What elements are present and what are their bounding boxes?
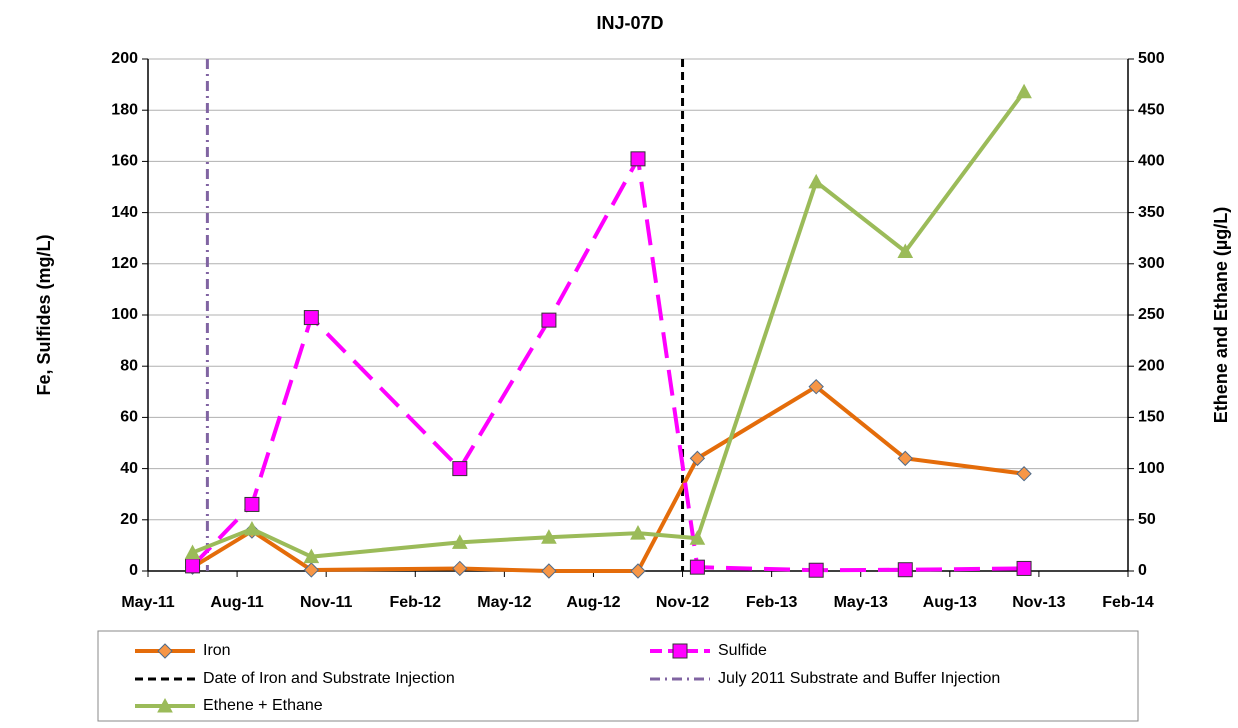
legend-marker (157, 643, 173, 659)
legend-label: July 2011 Substrate and Buffer Injection (718, 670, 1000, 687)
y2-tick-label: 450 (1138, 101, 1165, 118)
y-tick-label: 180 (111, 101, 138, 118)
marker (1016, 560, 1032, 576)
x-tick-label: Aug-13 (923, 594, 977, 611)
y2-tick-label: 500 (1138, 50, 1165, 67)
marker (630, 151, 646, 167)
y2-tick-label: 0 (1138, 562, 1147, 579)
marker (303, 548, 320, 564)
marker (244, 496, 260, 512)
y2-tick-label: 150 (1138, 409, 1165, 426)
legend-label: Date of Iron and Substrate Injection (203, 670, 455, 687)
y2-tick-label: 350 (1138, 204, 1165, 221)
marker (541, 312, 557, 328)
legend-label: Ethene + Ethane (203, 697, 323, 714)
marker (897, 243, 914, 259)
y2-tick-label: 400 (1138, 153, 1165, 170)
x-tick-label: Nov-11 (300, 594, 353, 611)
marker (630, 525, 646, 540)
chart-title: INJ-07D (596, 13, 663, 33)
marker (1016, 466, 1032, 482)
x-tick-label: Aug-11 (210, 594, 263, 611)
marker (689, 530, 706, 545)
y2-tick-label: 50 (1138, 511, 1156, 528)
y-tick-label: 20 (120, 511, 138, 528)
y-tick-label: 140 (111, 204, 138, 221)
legend-label: Iron (203, 642, 231, 659)
marker (184, 544, 201, 560)
marker (452, 461, 468, 477)
y2-axis-label: Ethene and Ethane (µg/L) (1211, 207, 1231, 423)
y2-tick-label: 100 (1138, 460, 1165, 477)
series-line (191, 90, 1026, 559)
marker (808, 378, 824, 395)
y-tick-label: 160 (111, 153, 138, 170)
marker (630, 563, 646, 579)
marker (808, 562, 824, 578)
x-tick-label: May-12 (477, 594, 531, 611)
marker (303, 562, 320, 578)
series-line (191, 384, 1025, 573)
y-tick-label: 100 (111, 306, 138, 323)
y-tick-label: 0 (129, 562, 138, 579)
marker (244, 520, 260, 536)
y2-tick-label: 250 (1138, 306, 1165, 323)
marker (808, 173, 825, 189)
marker (897, 562, 913, 578)
marker (452, 560, 468, 577)
marker (451, 534, 468, 549)
y2-tick-label: 300 (1138, 255, 1165, 272)
y-tick-label: 60 (120, 409, 138, 426)
legend-marker (672, 643, 688, 659)
marker (541, 563, 557, 579)
x-tick-label: May-13 (834, 594, 888, 611)
x-tick-label: Feb-12 (389, 594, 441, 611)
x-tick-label: May-11 (121, 594, 174, 611)
x-tick-label: Feb-14 (1102, 594, 1154, 611)
y-tick-label: 120 (111, 255, 138, 272)
marker (185, 558, 201, 574)
x-tick-label: Nov-13 (1012, 594, 1065, 611)
y2-tick-label: 200 (1138, 357, 1165, 374)
x-tick-label: Nov-12 (656, 594, 709, 611)
legend-marker (157, 697, 173, 713)
x-tick-label: Aug-12 (566, 594, 620, 611)
marker (689, 450, 706, 467)
legend-label: Sulfide (718, 642, 767, 659)
y-axis-label: Fe, Sulfides (mg/L) (34, 234, 54, 395)
y-tick-label: 40 (120, 460, 138, 477)
marker (1016, 83, 1032, 99)
y-tick-label: 80 (120, 357, 138, 374)
y-tick-label: 200 (111, 50, 138, 67)
x-tick-label: Feb-13 (746, 594, 798, 611)
marker (689, 559, 705, 575)
legend-box (97, 630, 1139, 722)
series-line (191, 152, 1025, 573)
marker (897, 450, 913, 467)
marker (541, 529, 557, 544)
marker (303, 310, 319, 326)
